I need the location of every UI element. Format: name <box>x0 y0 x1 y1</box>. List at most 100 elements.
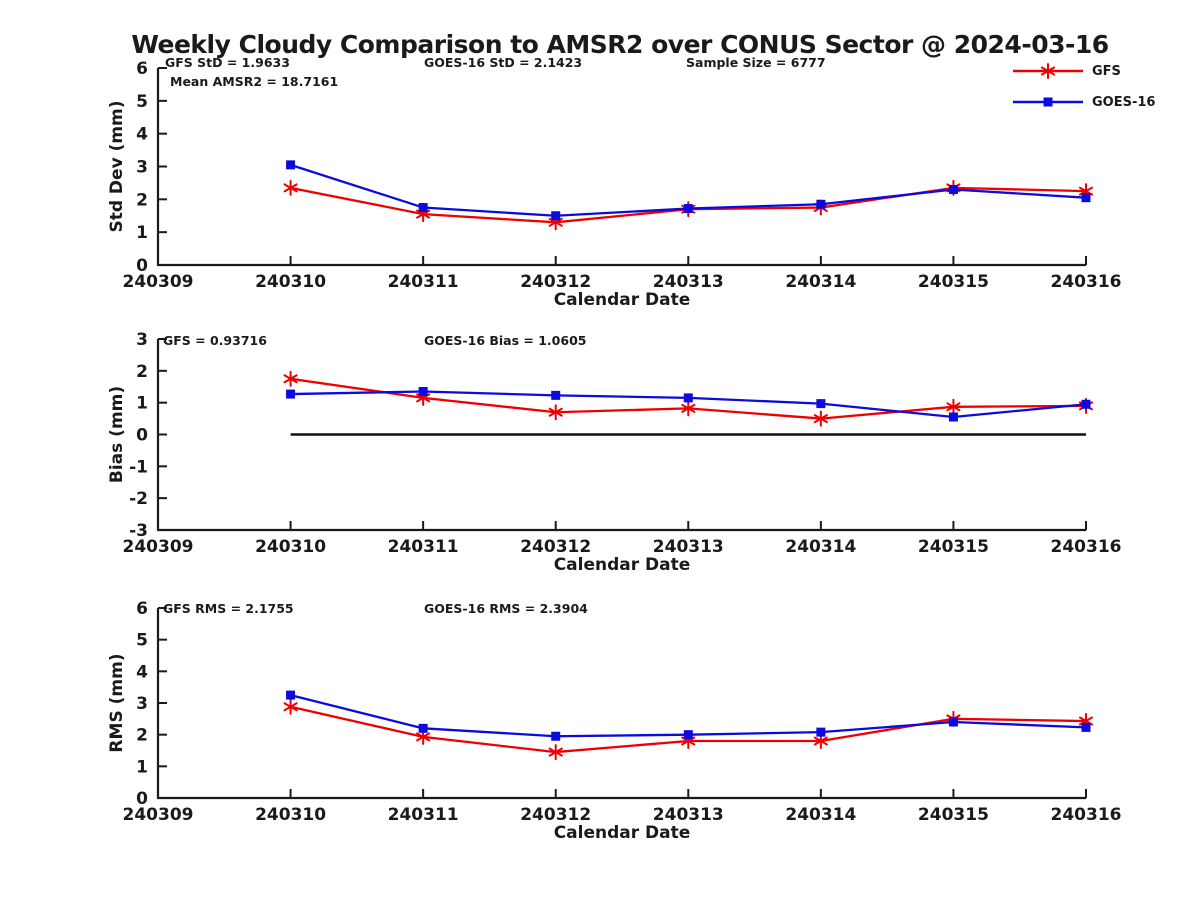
asterisk-marker <box>283 698 298 715</box>
x-tick-label: 240314 <box>785 537 856 557</box>
square-marker <box>948 184 958 194</box>
annotation-text: GFS RMS = 2.1755 <box>163 601 294 616</box>
asterisk-marker <box>548 404 563 421</box>
y-tick-label: 6 <box>136 599 148 619</box>
square-marker <box>683 204 693 214</box>
legend-item-gfs: GFS <box>1012 58 1197 84</box>
square-marker <box>418 723 428 733</box>
annotation-text: Sample Size = 6777 <box>686 55 826 70</box>
x-tick-label: 240315 <box>918 805 989 825</box>
goes16-line <box>290 693 1087 738</box>
legend-item-goes16: GOES-16 <box>1012 89 1197 115</box>
rms-subplot: 0 1 2 3 4 5 6 240309 240310 240311 240312 240313 240… <box>0 595 1200 853</box>
x-tick-label: 240311 <box>388 537 459 557</box>
y-tick-label: 4 <box>136 662 148 682</box>
x-tick-label: 240312 <box>520 805 591 825</box>
x-axis-label: Calendar Date <box>554 290 691 310</box>
square-marker <box>816 727 826 737</box>
x-tick-label: 240314 <box>785 272 856 292</box>
x-tick-label: 240315 <box>918 537 989 557</box>
x-tick-label: 240309 <box>123 537 194 557</box>
asterisk-marker <box>548 744 563 761</box>
asterisk-marker <box>283 179 298 196</box>
bias-chart-svg: -3 -2 -1 0 1 2 3 240309 240310 240311 240312 240313… <box>107 330 1122 575</box>
stddev-chart-svg: 0 1 2 3 4 5 6 240309 240310 240311 240312 240313 240… <box>107 55 1122 310</box>
x-tick-label: 240316 <box>1051 272 1122 292</box>
square-marker <box>683 393 693 403</box>
square-marker <box>1081 722 1091 732</box>
y-tick-label: 2 <box>136 190 148 210</box>
x-axis-label: Calendar Date <box>554 823 691 843</box>
y-tick-label: -1 <box>129 457 148 477</box>
y-axis-label: Bias (mm) <box>107 386 127 483</box>
y-tick-label: 2 <box>136 362 148 382</box>
x-tick-label: 240310 <box>255 537 326 557</box>
asterisk-marker <box>946 398 961 415</box>
annotation-text: GFS = 0.93716 <box>163 333 267 348</box>
y-tick-label: 1 <box>136 394 148 414</box>
square-marker <box>683 730 693 740</box>
x-tick-label: 240314 <box>785 805 856 825</box>
annotation-text: Mean AMSR2 = 18.7161 <box>170 74 338 89</box>
y-tick-label: 1 <box>136 223 148 243</box>
square-marker <box>816 199 826 209</box>
square-marker <box>1043 97 1053 107</box>
square-legend-swatch <box>1013 97 1083 107</box>
annotation-text: GOES-16 Bias = 1.0605 <box>424 333 586 348</box>
y-tick-label: 3 <box>136 158 148 178</box>
x-tick-label: 240313 <box>653 537 724 557</box>
x-tick-label: 240311 <box>388 272 459 292</box>
square-marker <box>286 389 296 399</box>
y-axis-label: Std Dev (mm) <box>107 100 127 232</box>
y-tick-label: 1 <box>136 757 148 777</box>
legend: GFS GOES-16 <box>1012 58 1197 120</box>
y-tick-label: 2 <box>136 726 148 746</box>
square-marker <box>948 717 958 727</box>
square-marker <box>286 160 296 170</box>
y-axis-label: RMS (mm) <box>107 653 127 752</box>
y-tick-label: 6 <box>136 59 148 79</box>
legend-label: GOES-16 <box>1092 94 1156 110</box>
x-tick-label: 240316 <box>1051 805 1122 825</box>
bias-subplot: -3 -2 -1 0 1 2 3 240309 240310 240311 240312 240313… <box>0 325 1200 585</box>
annotation-text: GOES-16 StD = 2.1423 <box>424 55 582 70</box>
square-marker <box>1081 193 1091 203</box>
y-tick-label: 5 <box>136 92 148 112</box>
square-marker <box>551 731 561 741</box>
y-tick-label: -3 <box>129 521 148 541</box>
y-tick-label: 0 <box>136 426 148 446</box>
x-tick-label: 240310 <box>255 805 326 825</box>
asterisk-marker <box>813 410 828 427</box>
annotation-text: GFS StD = 1.9633 <box>165 55 290 70</box>
annotation-text: GOES-16 RMS = 2.3904 <box>424 601 588 616</box>
square-marker <box>551 390 561 400</box>
x-tick-label: 240310 <box>255 272 326 292</box>
y-tick-label: 5 <box>136 631 148 651</box>
y-tick-label: 0 <box>136 256 148 276</box>
x-tick-label: 240316 <box>1051 537 1122 557</box>
square-marker <box>948 412 958 422</box>
y-tick-label: 4 <box>136 125 148 145</box>
x-tick-label: 240311 <box>388 805 459 825</box>
asterisk-legend-swatch <box>1013 63 1083 79</box>
x-tick-label: 240309 <box>123 805 194 825</box>
x-tick-label: 240313 <box>653 805 724 825</box>
x-tick-label: 240309 <box>123 272 194 292</box>
y-tick-label: -2 <box>129 489 148 509</box>
square-marker <box>418 203 428 213</box>
x-tick-label: 240312 <box>520 537 591 557</box>
stddev-subplot: 0 1 2 3 4 5 6 240309 240310 240311 240312 240313 240… <box>0 55 1200 315</box>
y-tick-label: 0 <box>136 789 148 809</box>
asterisk-marker <box>681 400 696 417</box>
square-marker <box>286 690 296 700</box>
figure-title: Weekly Cloudy Comparison to AMSR2 over C… <box>131 30 1109 59</box>
x-tick-label: 240313 <box>653 272 724 292</box>
asterisk-marker <box>283 370 298 387</box>
y-tick-label: 3 <box>136 330 148 350</box>
x-axis-label: Calendar Date <box>554 555 691 575</box>
square-marker <box>816 399 826 409</box>
x-tick-label: 240315 <box>918 272 989 292</box>
square-marker <box>551 211 561 221</box>
rms-chart-svg: 0 1 2 3 4 5 6 240309 240310 240311 240312 240313 240… <box>107 599 1122 843</box>
